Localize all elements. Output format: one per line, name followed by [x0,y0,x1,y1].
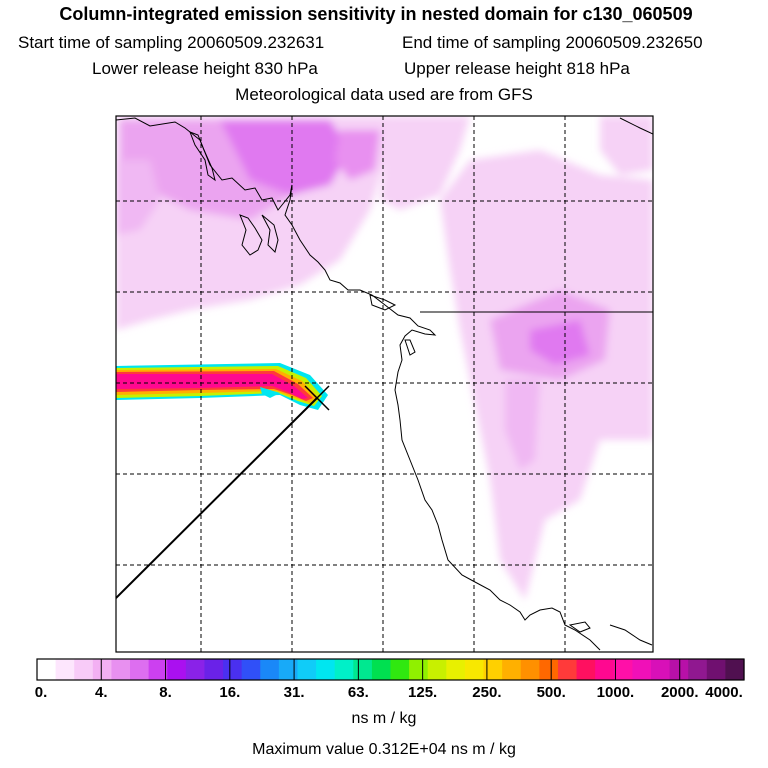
colorbar-swatch [297,659,317,680]
colorbar-swatch [576,659,596,680]
colorbar-swatch [241,659,261,680]
colorbar-swatch [483,659,503,680]
colorbar-swatch [688,659,708,680]
release-trajectory [116,397,318,599]
colorbar-swatch [167,659,187,680]
colorbar-swatch [502,659,522,680]
colorbar-tick-label: 1000. [596,684,635,701]
colorbar-swatch [632,659,652,680]
colorbar-swatch [464,659,485,680]
colorbar-swatch [111,659,131,680]
upper-release-label: Upper release height 818 hPa [404,59,630,78]
colorbar-tick-label: 500. [536,684,566,701]
colorbar-tick-label: 63. [347,684,369,701]
colorbar-swatch [130,659,150,680]
colorbar-swatch [613,659,633,680]
colorbar-swatch [278,659,299,680]
colorbar-swatch [260,659,280,680]
coastlines [116,117,653,651]
colorbar-swatch [706,659,726,680]
colorbar [36,659,745,680]
colorbar-tick-label: 125. [408,684,438,701]
colorbar-tick-label: 2000. [660,684,699,701]
colorbar-swatch [725,659,745,680]
colorbar-tick-label: 31. [283,684,305,701]
colorbar-swatch [427,659,447,680]
colorbar-swatch [557,659,578,680]
colorbar-swatch [92,659,113,680]
colorbar-tick-label: 0. [34,684,48,701]
colorbar-swatch [148,659,168,680]
met-data-label: Meteorological data used are from GFS [235,85,533,104]
sensitivity-field [116,116,653,600]
colorbar-swatch [316,659,336,680]
colorbar-swatch [371,659,392,680]
lat-lon-grid [116,116,653,652]
colorbar-swatch [353,659,373,680]
colorbar-swatch [37,659,57,680]
maximum-value-label: Maximum value 0.312E+04 ns m / kg [252,741,516,758]
colorbar-units-label: ns m / kg [351,710,417,727]
colorbar-tick-label: 16. [219,684,241,701]
start-time-label: Start time of sampling 20060509.232631 [18,33,325,52]
colorbar-swatch [334,659,354,680]
colorbar-swatch [520,659,540,680]
colorbar-swatch [539,659,559,680]
lower-release-label: Lower release height 830 hPa [92,59,318,78]
colorbar-swatch [204,659,224,680]
colorbar-tick-label: 4. [95,684,108,701]
colorbar-tick-label: 4000. [705,684,743,701]
colorbar-swatch [595,659,615,680]
colorbar-swatch [55,659,75,680]
end-time-label: End time of sampling 20060509.232650 [402,33,703,52]
plume-band [116,363,328,410]
colorbar-swatch [74,659,94,680]
colorbar-tick-label: 250. [472,684,502,701]
colorbar-frame [36,658,745,681]
map-frame [115,115,654,653]
colorbar-swatch [409,659,429,680]
map-title: Column-integrated emission sensitivity i… [59,4,693,24]
colorbar-swatch [650,659,671,680]
colorbar-tick-label: 8. [159,684,172,701]
colorbar-swatch [185,659,206,680]
colorbar-swatch [669,659,689,680]
colorbar-swatch [446,659,466,680]
colorbar-swatch [390,659,410,680]
release-point-marker [304,385,330,411]
colorbar-swatch [223,659,243,680]
